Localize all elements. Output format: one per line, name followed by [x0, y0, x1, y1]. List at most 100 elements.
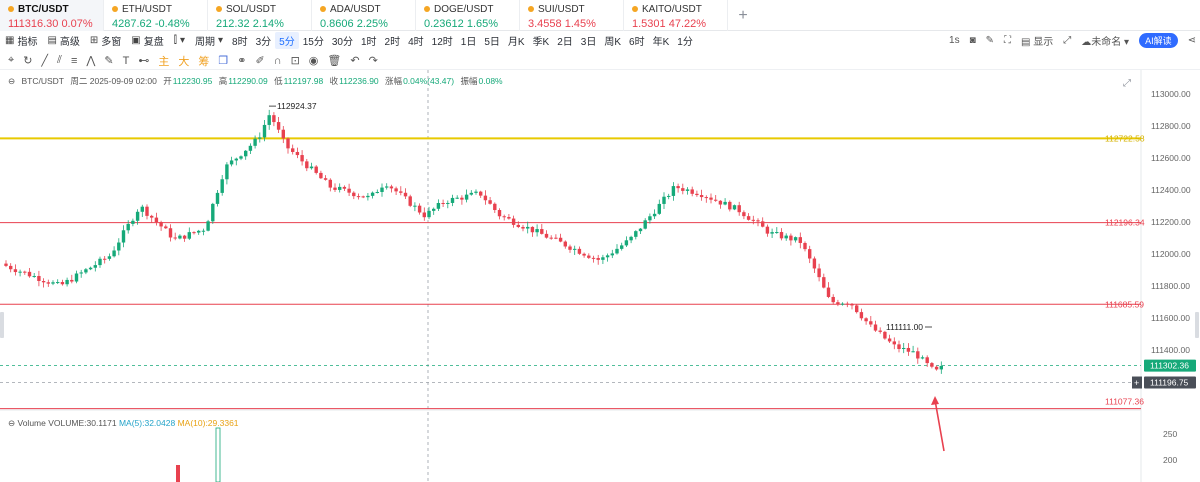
period-option[interactable]: 季K — [532, 37, 550, 48]
candle-body — [718, 200, 723, 205]
display-icon: ▤ — [1021, 37, 1034, 48]
indicators-button[interactable]: ▦ 指标 — [0, 32, 42, 49]
period-option[interactable]: 8时 — [232, 37, 248, 48]
candle-body — [140, 206, 144, 212]
candle-body — [728, 201, 732, 210]
period-option[interactable]: 周K — [604, 37, 622, 48]
collapse-icon[interactable]: ⊖ — [8, 418, 16, 428]
period-menu-button[interactable]: 周期 ▾ — [190, 32, 228, 49]
link-icon[interactable]: ⚭ — [237, 55, 247, 67]
annotation-arrow-shaft — [934, 399, 945, 452]
low-value: 112197.98 — [283, 76, 324, 86]
add-tab-button[interactable]: + — [738, 6, 748, 24]
period-option[interactable]: 5分 — [275, 32, 299, 49]
trash-icon[interactable]: 🗑 — [327, 55, 342, 67]
tab-btc-usdt[interactable]: BTC/USDT 111316.30 0.07% — [0, 0, 104, 31]
tab-symbol: KAITO/USDT — [642, 3, 702, 15]
template-button[interactable]: ▤ 高级 — [42, 32, 84, 49]
maximize-pane-icon: ⤢ — [1123, 78, 1131, 89]
collapse-icon[interactable]: ⊖ — [8, 76, 16, 86]
brush-icon[interactable]: ✎ — [104, 55, 114, 67]
pen-icon[interactable]: ✐ — [255, 55, 265, 67]
period-option[interactable]: 3分 — [255, 37, 272, 48]
period-option[interactable]: 4时 — [408, 37, 424, 48]
period-option[interactable]: 30分 — [331, 37, 353, 48]
candle-body — [173, 237, 177, 239]
tab-ada-usdt[interactable]: ADA/USDT 0.8606 2.25% — [312, 0, 416, 31]
interval-display[interactable]: 1s — [949, 35, 960, 46]
expand-icon[interactable]: ⤢ — [1063, 35, 1072, 46]
ai-analysis-button[interactable]: AI解读 — [1139, 33, 1178, 48]
candle-body — [878, 330, 882, 332]
tab-sol-usdt[interactable]: SOL/USDT 212.32 2.14% — [208, 0, 312, 31]
candle-body — [267, 115, 271, 125]
period-option[interactable]: 1分 — [677, 37, 693, 48]
candle-body — [422, 212, 426, 218]
favorite-dot-icon — [320, 6, 326, 12]
text-tool-icon[interactable]: T — [122, 54, 130, 67]
tab-doge-usdt[interactable]: DOGE/USDT 0.23612 1.65% — [416, 0, 520, 31]
cursor-icon[interactable]: ⌖ — [8, 54, 15, 66]
candle-body — [164, 226, 168, 229]
layout-name-button[interactable]: ☁未命名 ▾ — [1081, 37, 1130, 48]
chart-type-button[interactable]: ⫿ ▾ — [169, 32, 190, 49]
redo-arrow-icon[interactable]: ↷ — [368, 55, 378, 67]
period-option[interactable]: 6时 — [629, 37, 645, 48]
chevron-down-icon: ▾ — [217, 35, 224, 46]
level-label: 112722.58 — [1105, 133, 1145, 143]
multi-window-button[interactable]: ⊞ 多窗 — [85, 32, 126, 49]
candle-body — [220, 179, 224, 193]
main-force-tool[interactable]: 主 — [158, 55, 170, 68]
price-chart[interactable]: 113000.00 112800.00 112600.00 112400.00 1122… — [0, 70, 1200, 482]
big-order-tool[interactable]: 大 — [178, 55, 190, 68]
period-option[interactable]: 12时 — [431, 37, 453, 48]
period-option[interactable]: 年K — [652, 37, 670, 48]
tab-sui-usdt[interactable]: SUI/USDT 3.4558 1.45% — [520, 0, 624, 31]
pattern-icon[interactable]: ⋀ — [86, 55, 96, 67]
undo-icon[interactable]: ↶ — [350, 55, 360, 67]
candle-body — [9, 265, 13, 270]
fib-icon[interactable]: ≡ — [70, 54, 78, 67]
period-option[interactable]: 月K — [507, 37, 525, 48]
tab-eth-usdt[interactable]: ETH/USDT 4287.62 -0.48% — [104, 0, 208, 31]
period-option[interactable]: 1时 — [360, 37, 377, 48]
candle-body — [356, 196, 361, 198]
period-option[interactable]: 2日 — [557, 37, 573, 48]
candle-body — [695, 193, 699, 196]
replay-button[interactable]: ▣ 复盘 — [126, 32, 168, 49]
camera-icon[interactable]: ◙ — [969, 35, 976, 46]
price-tick-label: 111400.00 — [1151, 345, 1190, 355]
period-option[interactable]: 5日 — [484, 37, 500, 48]
lock-icon[interactable]: ⊡ — [290, 55, 300, 67]
chip-tool[interactable]: 筹 — [198, 55, 210, 68]
candle-body — [685, 189, 690, 191]
channel-icon[interactable]: ⫽ — [57, 54, 62, 66]
display-label: 显示 — [1033, 37, 1054, 48]
candle-body — [554, 237, 558, 239]
period-option[interactable]: 1日 — [460, 37, 477, 48]
tab-symbol: ADA/USDT — [330, 3, 381, 15]
measure-icon[interactable]: ⊷ — [138, 55, 150, 67]
candle-body — [84, 269, 88, 273]
candle-body — [836, 302, 840, 305]
eye-icon[interactable]: ◉ — [308, 55, 319, 67]
candle-body — [300, 155, 304, 162]
layers-icon[interactable]: ❐ — [218, 55, 229, 67]
candle-body — [939, 365, 943, 370]
fullscreen-icon[interactable]: ⛶ — [1004, 35, 1012, 46]
share-icon[interactable]: ⋖ — [1187, 35, 1196, 46]
period-option[interactable]: 2时 — [384, 37, 401, 48]
display-button[interactable]: ▤ 显示 — [1021, 33, 1053, 48]
candle-body — [258, 137, 262, 139]
tab-kaito-usdt[interactable]: KAITO/USDT 1.5301 47.22% — [624, 0, 728, 31]
tab-price: 0.8606 — [320, 18, 354, 30]
magnet-icon[interactable]: ∩ — [273, 54, 282, 67]
candle-body — [568, 246, 572, 250]
candle-body — [291, 148, 295, 152]
redo-icon[interactable]: ↻ — [23, 55, 33, 67]
edit-icon[interactable]: ✎ — [985, 35, 995, 46]
high-label: 高 — [218, 76, 228, 86]
period-option[interactable]: 3日 — [580, 37, 597, 48]
trendline-icon[interactable]: ╱ — [41, 55, 49, 67]
period-option[interactable]: 15分 — [302, 37, 324, 48]
